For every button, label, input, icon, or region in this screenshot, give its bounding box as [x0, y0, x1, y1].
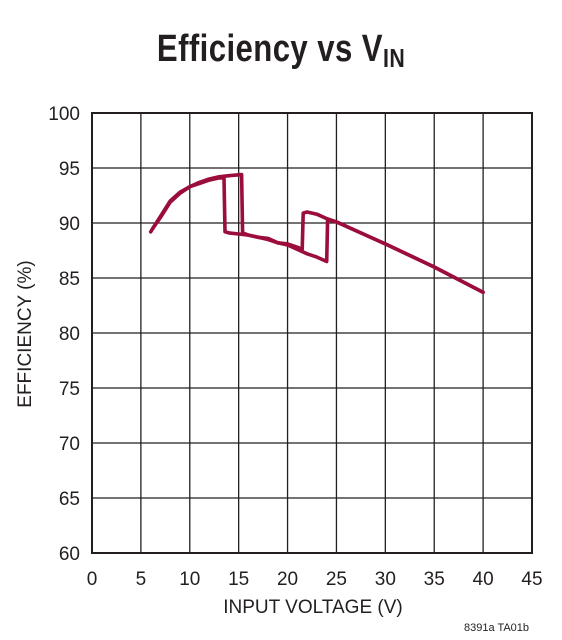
y-tick-label: 80	[59, 324, 80, 345]
plot-frame	[91, 112, 533, 554]
x-tick-label: 10	[179, 569, 200, 590]
x-tick-label: 45	[521, 569, 542, 590]
chart-title-subscript: IN	[382, 43, 406, 73]
series-line-2	[150, 172, 485, 295]
chart-title-main: Efficiency vs V	[156, 28, 383, 70]
x-tick-label: 40	[473, 569, 494, 590]
y-tick-label: 100	[48, 104, 80, 125]
x-axis-label: INPUT VOLTAGE (V)	[223, 597, 402, 618]
y-tick-labels: 60 65 70 75 80 85 90 95 100	[48, 104, 80, 565]
y-tick-label: 75	[59, 379, 80, 400]
y-tick-label: 60	[59, 544, 80, 565]
y-tick-label: 85	[59, 269, 80, 290]
x-tick-label: 35	[424, 569, 445, 590]
x-tick-label: 30	[375, 569, 396, 590]
y-axis-label: EFFICIENCY (%)	[15, 260, 36, 407]
x-tick-label: 5	[136, 569, 147, 590]
figure-code: 8391a TA01b	[464, 622, 530, 634]
grid	[91, 112, 533, 554]
y-tick-label: 65	[59, 489, 80, 510]
x-tick-label: 0	[87, 569, 98, 590]
x-tick-label: 20	[277, 569, 298, 590]
chart-title: Efficiency vs VIN	[51, 28, 512, 73]
x-tick-label: 25	[326, 569, 347, 590]
y-tick-label: 90	[59, 214, 80, 235]
x-tick-labels: 0 5 10 15 20 25 30 35 40 45	[87, 569, 543, 590]
x-tick-label: 15	[228, 569, 249, 590]
series-line-1	[148, 176, 485, 295]
plot-border	[91, 112, 533, 554]
y-tick-label: 95	[59, 159, 80, 180]
series-group	[148, 172, 485, 295]
y-tick-label: 70	[59, 434, 80, 455]
